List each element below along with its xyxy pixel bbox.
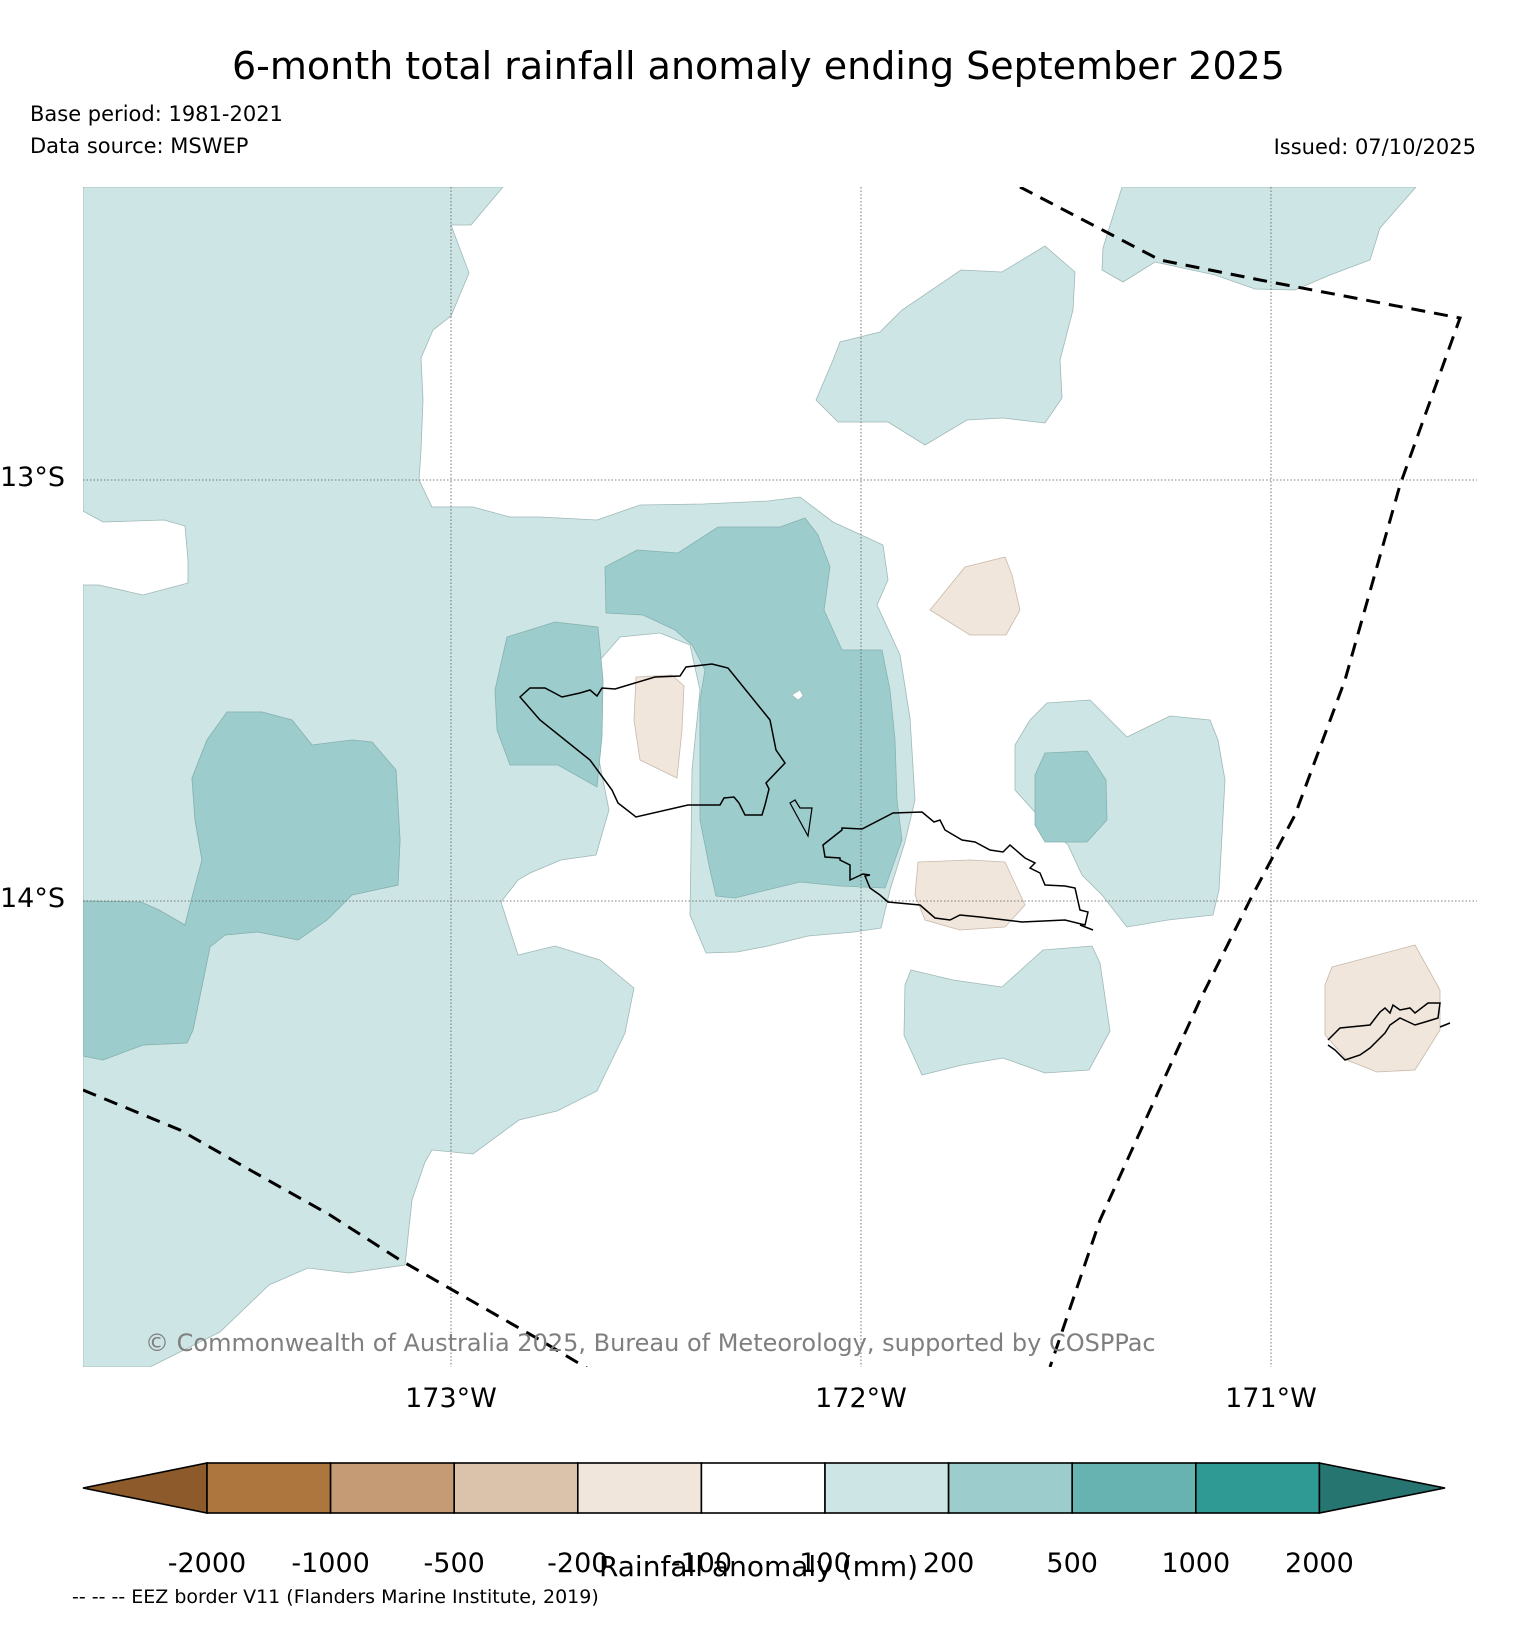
east-wet-spot (1034, 750, 1108, 843)
coastlines (518, 663, 1451, 1061)
colorbar-tick-label: -1000 (291, 1548, 370, 1579)
north-east-region (1101, 187, 1417, 291)
colorbar-segment (206, 1462, 332, 1514)
colorbar-tick-label: -500 (423, 1548, 485, 1579)
colorbar-tick-label: 2000 (1285, 1548, 1354, 1579)
north-island-region (815, 245, 1076, 446)
upolu-coastline (822, 811, 1089, 926)
colorbar-segment (1071, 1462, 1197, 1514)
colorbar-segment (1195, 1462, 1321, 1514)
eez-legend-note: -- -- -- EEZ border V11 (Flanders Marine… (72, 1586, 599, 1608)
eez-border-northeast (1019, 187, 1463, 1367)
dry-patch-central (633, 674, 685, 779)
colorbar-tick-label: 200 (922, 1548, 975, 1579)
colorbar-extend-high (1318, 1462, 1446, 1514)
colorbar-segment (824, 1462, 950, 1514)
copyright-notice: © Commonwealth of Australia 2025, Bureau… (145, 1329, 1156, 1357)
eez-border (83, 187, 1463, 1367)
colorbar (82, 1462, 1446, 1514)
dry-patch-east (914, 859, 1026, 931)
colorbar-segment (329, 1462, 456, 1514)
anomaly-200-500 (83, 517, 1108, 1061)
colorbar-tick-label: -100 (670, 1548, 733, 1579)
colorbar-title: Rainfall anomaly (mm) (598, 1550, 919, 1583)
colorbar-tick-label: 1000 (1161, 1548, 1231, 1579)
west-wet-region (494, 621, 604, 788)
anomaly-neg-100-200 (633, 556, 1441, 1073)
colorbar-tick-label: -2000 (167, 1548, 247, 1579)
colorbar-tick-label: 500 (1046, 1548, 1098, 1579)
lon-label-173w: 173°W (405, 1383, 497, 1414)
colorbar-tick-label: 100 (799, 1548, 851, 1579)
colorbar-segment (453, 1462, 579, 1514)
map-area (83, 187, 1441, 1367)
lat-label-13s: 13°S (0, 462, 65, 493)
lon-label-171w: 171°W (1225, 1383, 1317, 1414)
gridlines (83, 187, 1477, 1367)
dry-patch-north (929, 556, 1021, 636)
map-title: 6-month total rainfall anomaly ending Se… (232, 44, 1285, 88)
colorbar-extend-low (82, 1462, 208, 1514)
colorbar-segment (576, 1462, 703, 1514)
tutuila-coastline (1327, 1002, 1441, 1061)
base-period: Base period: 1981-2021 (30, 102, 283, 126)
colorbar-tick-label: -200 (547, 1548, 609, 1579)
lat-label-14s: 14°S (0, 883, 65, 914)
issued-date: Issued: 07/10/2025 (1273, 135, 1476, 159)
eez-border-southwest (83, 1088, 588, 1367)
dry-patch-far-east (1324, 944, 1441, 1073)
southwest-wet-region (83, 711, 401, 1061)
lon-label-172w: 172°W (815, 1383, 907, 1414)
data-source: Data source: MSWEP (30, 134, 249, 158)
central-wet-region (604, 517, 903, 899)
colorbar-segment (947, 1462, 1073, 1514)
savaii-coastline (518, 663, 786, 818)
south-east-region (903, 945, 1111, 1076)
colorbar-segment (700, 1462, 826, 1514)
